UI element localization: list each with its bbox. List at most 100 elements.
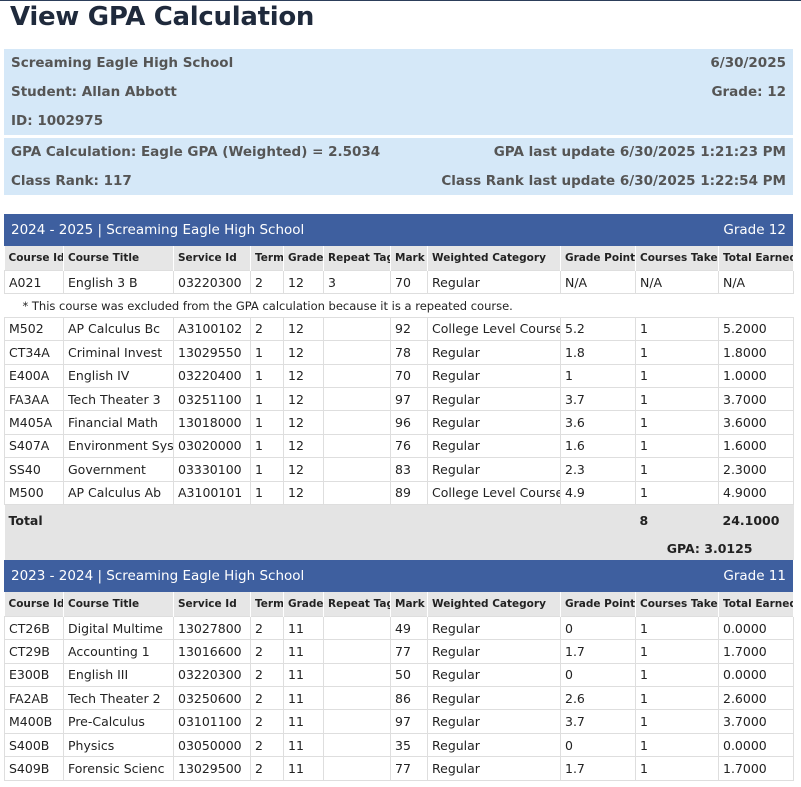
column-header: Mark — [390, 591, 428, 617]
cell: 1 — [635, 410, 719, 435]
cell: 1 — [635, 756, 719, 781]
cell — [323, 340, 391, 365]
cell: 13018000 — [173, 410, 251, 435]
cell: CT26B — [4, 615, 64, 641]
course-row: S407A Environment Sys 03020000 1 12 76 Regular… — [4, 433, 794, 459]
course-row: S400B Physics 03050000 2 11 35 Regular 0 1 0.0000 — [4, 732, 794, 758]
cell: 2 — [250, 686, 284, 711]
cell: A021 — [4, 269, 64, 295]
cell: 1 — [635, 662, 719, 688]
cell — [323, 480, 391, 505]
note-row: * This course was excluded from the GPA … — [4, 293, 794, 318]
cell: Regular — [427, 732, 561, 758]
cell: E400A — [4, 363, 64, 388]
cell: 1 — [635, 363, 719, 388]
info-right: 6/30/2025 — [710, 55, 786, 72]
column-header: Courses Taken — [635, 591, 719, 617]
cell: Tech Theater 3 — [63, 386, 174, 412]
column-header: Weighted Category — [427, 591, 561, 617]
cell: 2 — [250, 709, 284, 734]
column-header: Courses Taken — [635, 246, 719, 271]
course-row: M500 AP Calculus Ab A3100101 1 12 89 College L… — [4, 480, 794, 505]
cell: 2 — [250, 732, 284, 758]
cell: 70 — [390, 269, 428, 295]
cell: Environment Sys — [63, 433, 174, 459]
cell: 03050000 — [173, 732, 251, 758]
cell: 5.2 — [560, 316, 636, 342]
column-header: Repeat Tag — [323, 246, 391, 271]
cell: M405A — [4, 410, 64, 435]
course-table: Course Id Course Title Service Id Term Grade… — [4, 246, 794, 560]
column-header: Course Id — [4, 246, 64, 271]
cell: 3.7000 — [718, 709, 794, 734]
cell: 1.7000 — [718, 756, 794, 781]
cell — [323, 686, 391, 711]
cell: 0.0000 — [718, 662, 794, 688]
section-grade: Grade 12 — [723, 222, 786, 238]
cell: 12 — [283, 386, 324, 412]
cell: 13016600 — [173, 639, 251, 664]
cell: 13029500 — [173, 756, 251, 781]
cell — [323, 756, 391, 781]
total-label: Total — [4, 504, 636, 537]
cell: 97 — [390, 386, 428, 412]
cell: 49 — [390, 615, 428, 641]
cell: 1 — [250, 457, 284, 482]
course-row: E400A English IV 03220400 1 12 70 Regular 1 1 1.0… — [4, 363, 794, 388]
cell: 1 — [635, 686, 719, 711]
cell — [323, 615, 391, 641]
cell: 3.7 — [560, 386, 636, 412]
column-header: Grade Points — [560, 591, 636, 617]
section-grade: Grade 11 — [723, 567, 786, 584]
cell: AP Calculus Bc — [63, 316, 174, 342]
cell: Accounting 1 — [63, 639, 174, 664]
cell: Regular — [427, 386, 561, 412]
cell: 89 — [390, 480, 428, 505]
column-header: Grade — [283, 591, 324, 617]
column-header: Repeat Tag — [323, 591, 391, 617]
header-row: Course Id Course Title Service Id Term Grade… — [4, 591, 794, 617]
cell — [323, 709, 391, 734]
cell: 2.3000 — [718, 457, 794, 482]
column-header: Term — [250, 591, 284, 617]
cell: Regular — [427, 686, 561, 711]
term-section: 2024 - 2025 | Screaming Eagle High Schoo… — [4, 214, 794, 560]
cell: 4.9 — [560, 480, 636, 505]
header-row: Course Id Course Title Service Id Term Grade… — [4, 246, 794, 271]
cell: Regular — [427, 457, 561, 482]
term-section: 2023 - 2024 | Screaming Eagle High Schoo… — [4, 559, 794, 781]
cell: 1 — [250, 410, 284, 435]
cell: 78 — [390, 340, 428, 365]
cell: 1 — [635, 316, 719, 342]
course-row: FA3AA Tech Theater 3 03251100 1 12 97 Regular 3… — [4, 386, 794, 412]
cell: 1 — [250, 363, 284, 388]
cell: English III — [63, 662, 174, 688]
cell: 1 — [635, 386, 719, 412]
cell: College Level Course — [427, 480, 561, 505]
cell: 03251100 — [173, 386, 251, 412]
info-left: GPA Calculation: Eagle GPA (Weighted) = … — [11, 144, 381, 161]
cell: 77 — [390, 639, 428, 664]
cell — [323, 662, 391, 688]
cell: 86 — [390, 686, 428, 711]
cell: 70 — [390, 363, 428, 388]
column-header: Service Id — [173, 591, 251, 617]
cell: M500 — [4, 480, 64, 505]
gpa-row: GPA: 3.0125 — [4, 536, 794, 560]
cell: 1 — [635, 615, 719, 641]
cell: Tech Theater 2 — [63, 686, 174, 711]
total-row: Total 8 24.1000 — [4, 504, 794, 537]
cell: Forensic Scienc — [63, 756, 174, 781]
section-title: 2023 - 2024 | Screaming Eagle High Schoo… — [11, 567, 305, 584]
cell: 50 — [390, 662, 428, 688]
cell: Regular — [427, 410, 561, 435]
cell: 12 — [283, 340, 324, 365]
page-title: View GPA Calculation — [10, 2, 315, 32]
cell: 2 — [250, 756, 284, 781]
column-header: Course Title — [63, 591, 174, 617]
cell: 4.9000 — [718, 480, 794, 505]
info-row: GPA Calculation: Eagle GPA (Weighted) = … — [4, 138, 793, 167]
cell: M400B — [4, 709, 64, 734]
section-header: 2023 - 2024 | Screaming Eagle High Schoo… — [4, 559, 793, 592]
cell: College Level Course — [427, 316, 561, 342]
